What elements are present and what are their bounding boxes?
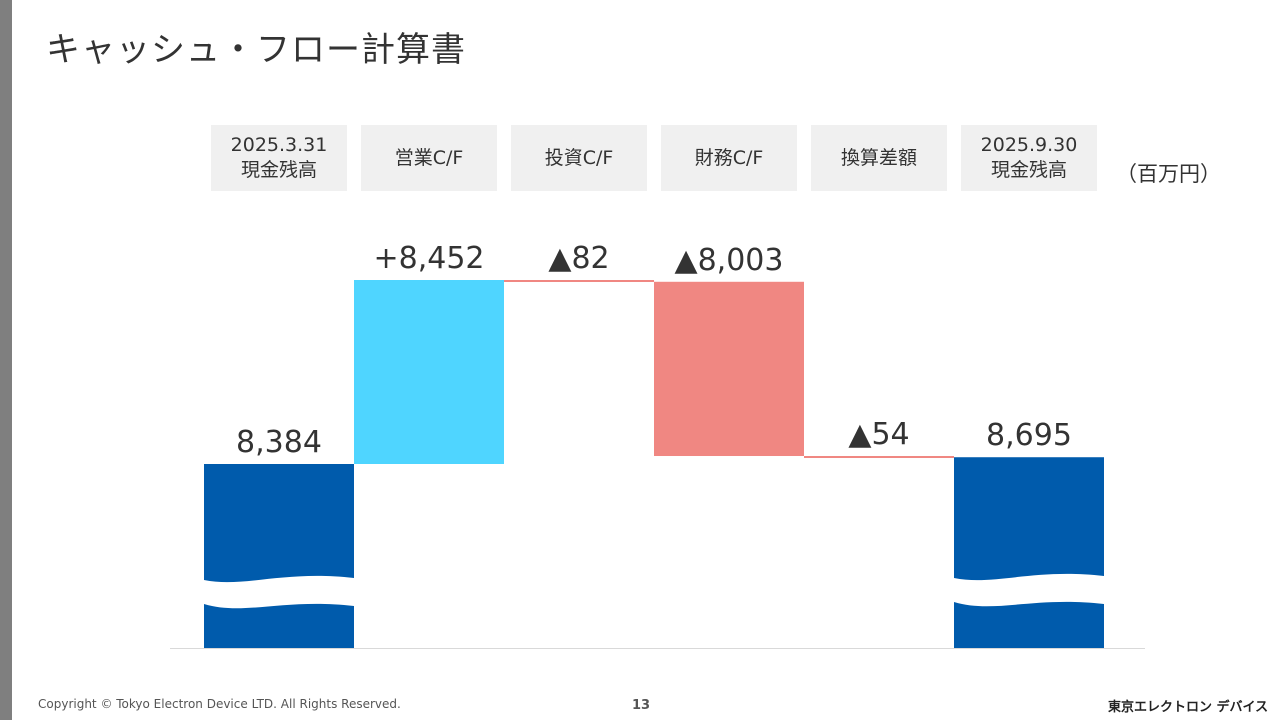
bar-0 — [204, 464, 354, 648]
data-label-0: 8,384 — [236, 425, 322, 460]
bar-3 — [654, 281, 804, 457]
copyright-text: Copyright © Tokyo Electron Device LTD. A… — [38, 697, 401, 711]
page-title: キャッシュ・フロー計算書 — [46, 30, 466, 70]
axis-break-5 — [954, 573, 1104, 607]
bar-1 — [354, 280, 504, 464]
data-label-5: 8,695 — [986, 418, 1072, 453]
bar-4 — [804, 456, 954, 459]
bar-2 — [504, 280, 654, 282]
company-logo: 東京エレクトロン デバイス — [1108, 700, 1269, 715]
category-opening-cash: 2025.3.31 現金残高 — [211, 125, 347, 191]
data-label-1: +8,452 — [373, 241, 484, 276]
category-financing-cf: 財務C/F — [661, 125, 797, 191]
left-accent-strip — [0, 0, 12, 720]
bar-5 — [954, 457, 1104, 648]
category-closing-cash: 2025.9.30 現金残高 — [961, 125, 1097, 191]
data-label-2: ▲82 — [548, 241, 609, 276]
category-fx-difference: 換算差額 — [811, 125, 947, 191]
axis-break-0 — [204, 575, 354, 609]
category-operating-cf: 営業C/F — [361, 125, 497, 191]
category-investing-cf: 投資C/F — [511, 125, 647, 191]
page-number: 13 — [632, 698, 651, 713]
data-label-4: ▲54 — [848, 417, 909, 452]
data-label-3: ▲8,003 — [675, 243, 784, 278]
unit-label: （百万円） — [1116, 162, 1221, 186]
